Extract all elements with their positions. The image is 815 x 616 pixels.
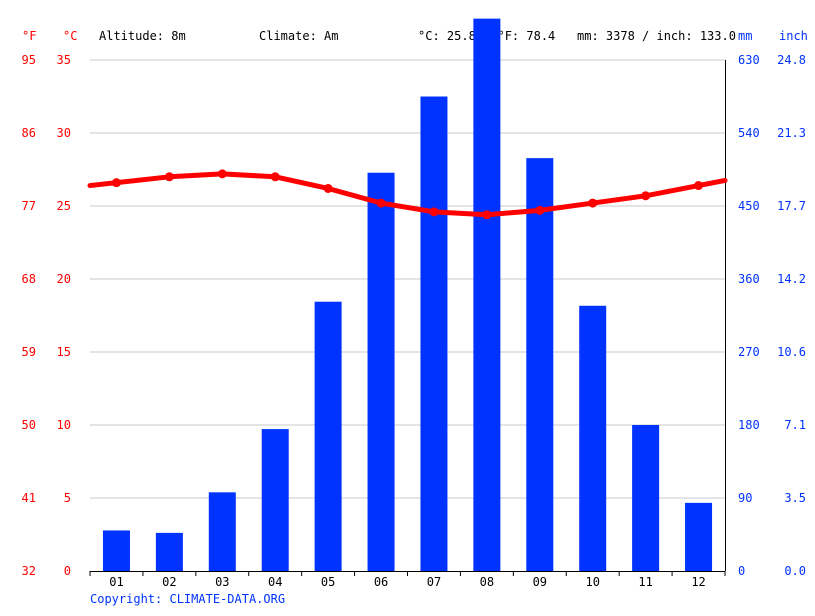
y-tick-celsius: 0 bbox=[64, 564, 71, 578]
y-tick-fahrenheit: 41 bbox=[22, 491, 36, 505]
y-tick-celsius: 10 bbox=[57, 418, 71, 432]
y-tick-inch: 24.8 bbox=[777, 53, 806, 67]
y-tick-celsius: 5 bbox=[64, 491, 71, 505]
y-tick-inch: 10.6 bbox=[777, 345, 806, 359]
precipitation-summary: mm: 3378 / inch: 133.0 bbox=[577, 29, 736, 43]
y-tick-inch: 7.1 bbox=[784, 418, 806, 432]
precipitation-bar bbox=[102, 530, 130, 571]
y-tick-mm: 630 bbox=[738, 53, 760, 67]
x-tick-label: 02 bbox=[162, 575, 176, 589]
x-tick-label: 03 bbox=[215, 575, 229, 589]
climate-label: Climate: Am bbox=[259, 29, 338, 43]
y-tick-mm: 360 bbox=[738, 272, 760, 286]
y-tick-fahrenheit: 59 bbox=[22, 345, 36, 359]
x-tick-label: 05 bbox=[321, 575, 335, 589]
tick-labels: 32 0 0 0.0 41 5 90 3.5 50 10 180 7.1 59 15 270 10.6 68 20… bbox=[22, 53, 806, 589]
altitude-label: Altitude: 8m bbox=[99, 29, 186, 43]
y-tick-mm: 90 bbox=[738, 491, 752, 505]
temperature-point bbox=[111, 178, 121, 188]
x-tick-label: 10 bbox=[585, 575, 599, 589]
y-tick-fahrenheit: 77 bbox=[22, 199, 36, 213]
axis-layer bbox=[89, 60, 726, 576]
y-tick-celsius: 15 bbox=[57, 345, 71, 359]
precipitation-bar bbox=[208, 492, 236, 571]
precipitation-bar bbox=[685, 502, 713, 571]
precipitation-bar bbox=[367, 172, 395, 571]
precipitation-bar bbox=[155, 532, 183, 571]
precipitation-bars bbox=[102, 18, 713, 571]
temperature-point bbox=[376, 198, 386, 208]
temperature-point bbox=[588, 198, 598, 208]
copyright-text: Copyright: CLIMATE-DATA.ORG bbox=[90, 592, 285, 606]
y-tick-celsius: 20 bbox=[57, 272, 71, 286]
y-tick-mm: 0 bbox=[738, 564, 745, 578]
y-tick-inch: 3.5 bbox=[784, 491, 806, 505]
temperature-point bbox=[217, 169, 227, 179]
x-tick-label: 08 bbox=[480, 575, 494, 589]
x-tick-label: 01 bbox=[109, 575, 123, 589]
temperature-point bbox=[164, 172, 174, 182]
y-tick-fahrenheit: 68 bbox=[22, 272, 36, 286]
unit-mm-label: mm bbox=[738, 29, 752, 43]
x-tick-label: 04 bbox=[268, 575, 282, 589]
y-tick-mm: 540 bbox=[738, 126, 760, 140]
y-tick-mm: 270 bbox=[738, 345, 760, 359]
y-tick-mm: 180 bbox=[738, 418, 760, 432]
y-tick-celsius: 30 bbox=[57, 126, 71, 140]
temperature-point bbox=[694, 181, 704, 191]
precipitation-bar bbox=[420, 96, 448, 571]
x-tick-label: 09 bbox=[533, 575, 547, 589]
temperature-point bbox=[535, 205, 545, 215]
x-tick-label: 11 bbox=[638, 575, 652, 589]
grid-layer bbox=[90, 59, 725, 499]
y-tick-mm: 450 bbox=[738, 199, 760, 213]
temperature-point bbox=[429, 207, 439, 217]
precipitation-bar bbox=[526, 158, 554, 571]
y-tick-inch: 14.2 bbox=[777, 272, 806, 286]
precipitation-bar bbox=[473, 18, 501, 571]
temperature-point bbox=[270, 172, 280, 182]
y-tick-fahrenheit: 32 bbox=[22, 564, 36, 578]
unit-fahrenheit-label: °F bbox=[22, 29, 36, 43]
x-tick-label: 12 bbox=[691, 575, 705, 589]
y-tick-fahrenheit: 95 bbox=[22, 53, 36, 67]
precipitation-bar bbox=[314, 301, 342, 571]
y-tick-fahrenheit: 50 bbox=[22, 418, 36, 432]
x-tick-label: 06 bbox=[374, 575, 388, 589]
temperature-series-line bbox=[87, 171, 728, 218]
temperature-point bbox=[641, 191, 651, 201]
precipitation-bar bbox=[632, 425, 660, 571]
temperature-point bbox=[323, 183, 333, 193]
y-tick-inch: 21.3 bbox=[777, 126, 806, 140]
y-tick-inch: 0.0 bbox=[784, 564, 806, 578]
y-tick-celsius: 25 bbox=[57, 199, 71, 213]
y-tick-fahrenheit: 86 bbox=[22, 126, 36, 140]
y-tick-inch: 17.7 bbox=[777, 199, 806, 213]
precipitation-bar bbox=[579, 305, 607, 571]
temperature-line bbox=[87, 169, 728, 220]
x-tick-label: 07 bbox=[427, 575, 441, 589]
precipitation-bar bbox=[261, 429, 289, 571]
y-tick-celsius: 35 bbox=[57, 53, 71, 67]
unit-celsius-label: °C bbox=[63, 29, 77, 43]
temperature-point bbox=[482, 210, 492, 220]
unit-inch-label: inch bbox=[779, 29, 808, 43]
